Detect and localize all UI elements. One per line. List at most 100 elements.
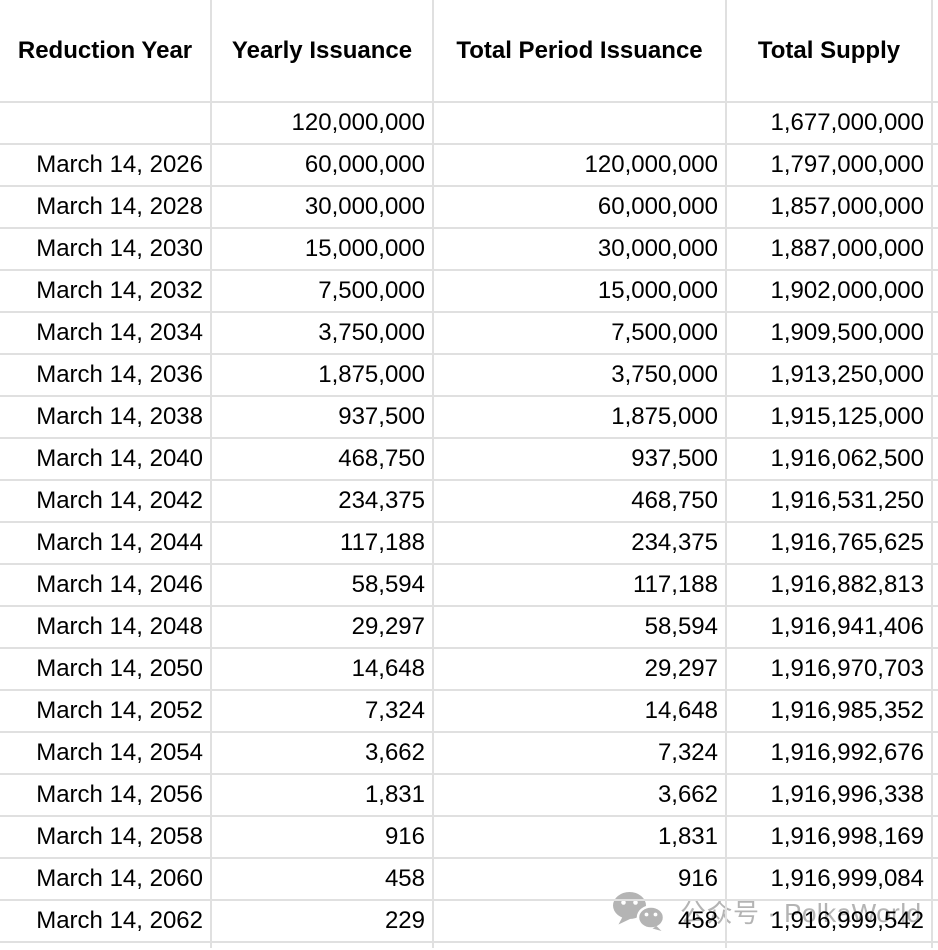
cell-yearly-issuance: 14,648: [212, 649, 434, 691]
cell-total-period-issuance: [434, 103, 727, 145]
cell-reduction-year: March 14, 2042: [0, 481, 212, 523]
cell-yearly-issuance: [212, 943, 434, 948]
cell-sliver: [933, 607, 938, 649]
header-total-period-issuance: Total Period Issuance: [434, 0, 727, 103]
cell-total-supply: 1,915,125,000: [727, 397, 933, 439]
cell-sliver: [933, 901, 938, 943]
wechat-icon: [613, 892, 666, 931]
cell-sliver: [933, 397, 938, 439]
cell-sliver: [933, 103, 938, 145]
header-sliver-column: [933, 0, 938, 103]
table-row: March 14, 2036 1,875,000 3,750,000 1,913…: [0, 355, 938, 397]
cell-reduction-year: [0, 943, 212, 948]
cell-sliver: [933, 355, 938, 397]
cell-reduction-year: March 14, 2034: [0, 313, 212, 355]
cell-reduction-year: March 14, 2028: [0, 187, 212, 229]
cell-total-period-issuance: 7,324: [434, 733, 727, 775]
cell-total-supply: 1,902,000,000: [727, 271, 933, 313]
table-row: March 14, 2026 60,000,000 120,000,000 1,…: [0, 145, 938, 187]
header-yearly-issuance: Yearly Issuance: [212, 0, 434, 103]
table-row: March 14, 2040 468,750 937,500 1,916,062…: [0, 439, 938, 481]
cell-total-supply: 1,916,996,338: [727, 775, 933, 817]
table-row: March 14, 2058 916 1,831 1,916,998,169: [0, 817, 938, 859]
table-row: March 14, 2028 30,000,000 60,000,000 1,8…: [0, 187, 938, 229]
cell-reduction-year: March 14, 2044: [0, 523, 212, 565]
cell-sliver: [933, 775, 938, 817]
watermark: 公众号 · PolkaWorld: [612, 889, 922, 933]
table-row: March 14, 2062 229 458 1,916,999,542: [0, 901, 938, 943]
cell-sliver: [933, 817, 938, 859]
cell-sliver: [933, 145, 938, 187]
cell-total-supply: 1,913,250,000: [727, 355, 933, 397]
table-row: March 14, 2034 3,750,000 7,500,000 1,909…: [0, 313, 938, 355]
cell-total-supply: 1,887,000,000: [727, 229, 933, 271]
cell-reduction-year: March 14, 2062: [0, 901, 212, 943]
cell-reduction-year: March 14, 2036: [0, 355, 212, 397]
cell-total-period-issuance: 14,648: [434, 691, 727, 733]
cell-total-supply: 1,916,998,169: [727, 817, 933, 859]
cell-total-supply: 1,857,000,000: [727, 187, 933, 229]
cell-total-supply: 1,916,941,406: [727, 607, 933, 649]
cell-reduction-year: March 14, 2052: [0, 691, 212, 733]
table-row: March 14, 2030 15,000,000 30,000,000 1,8…: [0, 229, 938, 271]
cell-total-supply: 1,916,531,250: [727, 481, 933, 523]
cell-yearly-issuance: 937,500: [212, 397, 434, 439]
cell-total-period-issuance: 458: [434, 901, 727, 943]
cell-total-period-issuance: 60,000,000: [434, 187, 727, 229]
cell-yearly-issuance: 234,375: [212, 481, 434, 523]
table-row: March 14, 2052 7,324 14,648 1,916,985,35…: [0, 691, 938, 733]
cell-sliver: [933, 565, 938, 607]
cell-yearly-issuance: 3,662: [212, 733, 434, 775]
cell-sliver: [933, 439, 938, 481]
cell-reduction-year: March 14, 2056: [0, 775, 212, 817]
cell-total-period-issuance: 29,297: [434, 649, 727, 691]
table-row: March 14, 2032 7,500,000 15,000,000 1,90…: [0, 271, 938, 313]
table-row: March 14, 2044 117,188 234,375 1,916,765…: [0, 523, 938, 565]
cell-sliver: [933, 649, 938, 691]
cell-sliver: [933, 859, 938, 901]
cell-sliver: [933, 943, 938, 948]
cell-reduction-year: March 14, 2050: [0, 649, 212, 691]
cell-sliver: [933, 313, 938, 355]
header-reduction-year: Reduction Year: [0, 0, 212, 103]
cell-total-period-issuance: 58,594: [434, 607, 727, 649]
cell-yearly-issuance: 60,000,000: [212, 145, 434, 187]
cell-reduction-year: March 14, 2046: [0, 565, 212, 607]
cell-sliver: [933, 481, 938, 523]
cell-total-period-issuance: [434, 943, 727, 948]
partial-bottom-row: [0, 943, 938, 948]
header-row: Reduction Year Yearly Issuance Total Per…: [0, 0, 938, 103]
cell-yearly-issuance: 29,297: [212, 607, 434, 649]
cell-total-period-issuance: 117,188: [434, 565, 727, 607]
cell-total-supply: 1,916,985,352: [727, 691, 933, 733]
table-row: March 14, 2038 937,500 1,875,000 1,915,1…: [0, 397, 938, 439]
cell-total-period-issuance: 30,000,000: [434, 229, 727, 271]
cell-yearly-issuance: 58,594: [212, 565, 434, 607]
cell-total-period-issuance: 3,662: [434, 775, 727, 817]
cell-sliver: [933, 733, 938, 775]
cell-yearly-issuance: 3,750,000: [212, 313, 434, 355]
cell-reduction-year: March 14, 2040: [0, 439, 212, 481]
table-row: March 14, 2042 234,375 468,750 1,916,531…: [0, 481, 938, 523]
watermark-label: 公众号 · PolkaWorld: [680, 897, 922, 928]
cell-total-period-issuance: 1,875,000: [434, 397, 727, 439]
table-row: March 14, 2050 14,648 29,297 1,916,970,7…: [0, 649, 938, 691]
cell-reduction-year: [0, 103, 212, 145]
cell-reduction-year: March 14, 2032: [0, 271, 212, 313]
cell-total-supply: [727, 943, 933, 948]
cell-total-period-issuance: 3,750,000: [434, 355, 727, 397]
cell-total-supply: 1,909,500,000: [727, 313, 933, 355]
cell-yearly-issuance: 15,000,000: [212, 229, 434, 271]
cell-yearly-issuance: 7,500,000: [212, 271, 434, 313]
cell-total-supply: 1,916,970,703: [727, 649, 933, 691]
cell-total-supply: 1,916,882,813: [727, 565, 933, 607]
cell-total-period-issuance: 916: [434, 859, 727, 901]
cell-total-period-issuance: 234,375: [434, 523, 727, 565]
table-row: March 14, 2048 29,297 58,594 1,916,941,4…: [0, 607, 938, 649]
cell-total-period-issuance: 120,000,000: [434, 145, 727, 187]
cell-total-period-issuance: 937,500: [434, 439, 727, 481]
cell-total-supply: 1,797,000,000: [727, 145, 933, 187]
cell-total-period-issuance: 1,831: [434, 817, 727, 859]
cell-reduction-year: March 14, 2038: [0, 397, 212, 439]
